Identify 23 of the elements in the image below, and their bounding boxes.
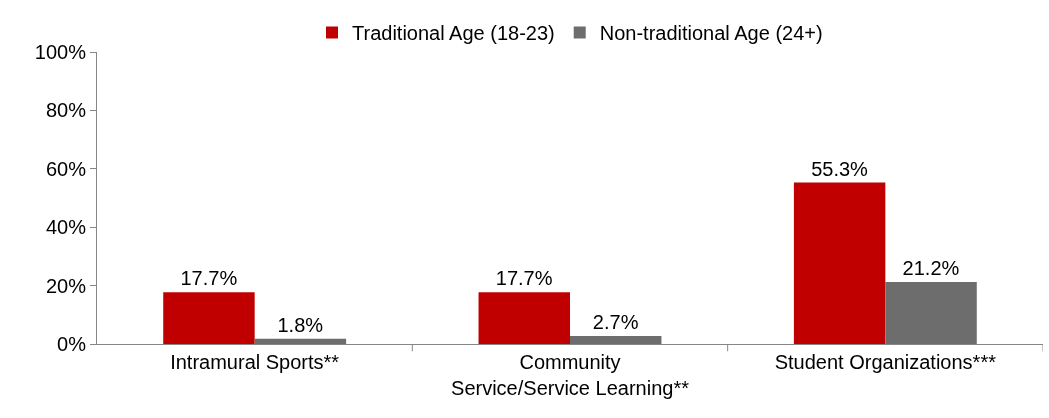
x-tick-label: Student Organizations*** xyxy=(774,351,997,373)
data-label: 55.3% xyxy=(811,157,869,180)
legend-label: Traditional Age (18-23) xyxy=(352,22,555,45)
x-tick-label: Community Service/Service Learning** xyxy=(451,351,690,399)
bar xyxy=(478,292,570,344)
x-tick-label: Intramural Sports** xyxy=(170,351,340,373)
y-tick-label: 100% xyxy=(34,41,87,63)
data-label: 1.8% xyxy=(277,313,324,336)
y-tick-label: 40% xyxy=(45,216,87,239)
data-label: 21.2% xyxy=(902,257,960,280)
data-label: 17.7% xyxy=(180,267,238,290)
data-label: 2.7% xyxy=(592,311,639,334)
data-label: 17.7% xyxy=(495,267,553,290)
bar xyxy=(793,182,886,344)
y-tick-label: 20% xyxy=(45,274,87,297)
bar xyxy=(885,282,977,344)
y-tick-label: 60% xyxy=(45,157,87,180)
bar xyxy=(570,336,662,344)
y-tick-label: 80% xyxy=(45,99,87,122)
y-tick-label: 0% xyxy=(57,333,87,355)
legend-label: Non-traditional Age (24+) xyxy=(599,22,823,45)
bar xyxy=(254,338,347,344)
bar xyxy=(163,292,255,344)
